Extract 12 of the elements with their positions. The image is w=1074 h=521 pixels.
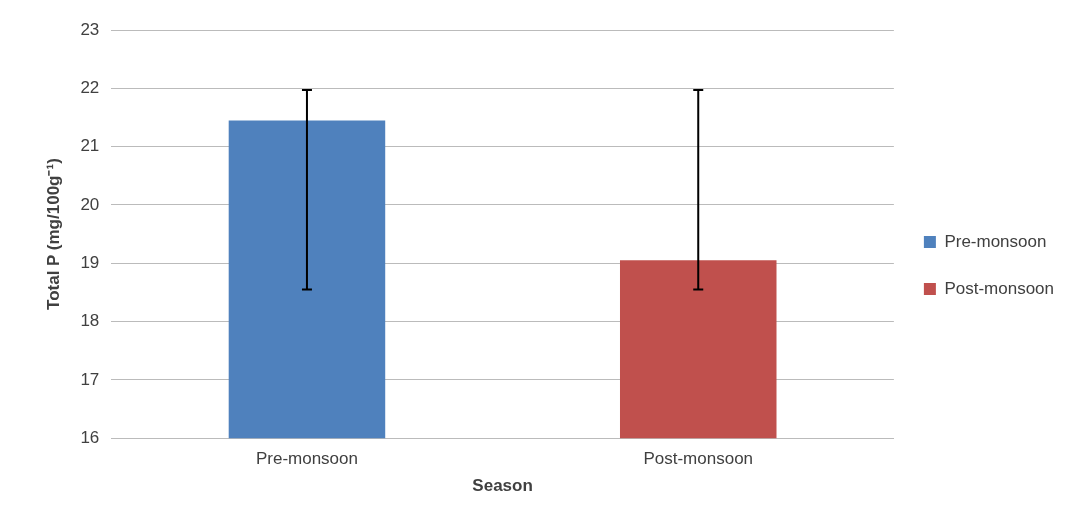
y-tick-label: 19 xyxy=(80,252,100,272)
y-tick-label: 16 xyxy=(80,427,100,447)
y-tick-label: 21 xyxy=(80,136,100,156)
y-tick-label: 18 xyxy=(80,311,100,331)
y-tick-label: 22 xyxy=(80,78,100,97)
y-tick-label: 20 xyxy=(80,194,100,214)
legend-label: Post-monsoon xyxy=(944,278,1055,298)
y-tick-label: 17 xyxy=(80,369,100,389)
x-axis-title: Season xyxy=(472,476,533,496)
y-axis-title: Total P (mg/100g⁻¹) xyxy=(43,158,63,310)
legend-label: Pre-monsoon xyxy=(944,231,1047,251)
y-tick-label: 23 xyxy=(80,19,100,39)
